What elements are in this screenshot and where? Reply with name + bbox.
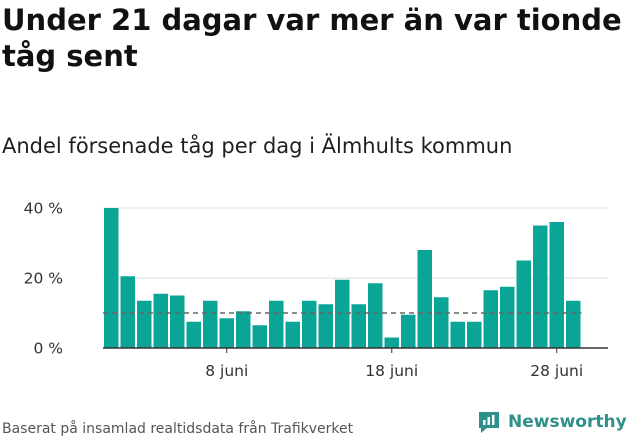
bar bbox=[318, 304, 333, 348]
bar bbox=[252, 325, 267, 348]
bar bbox=[219, 318, 234, 348]
bar bbox=[186, 321, 201, 348]
bar bbox=[533, 225, 548, 348]
y-tick-label: 0 % bbox=[33, 340, 63, 358]
bar bbox=[566, 300, 581, 348]
bar bbox=[549, 222, 564, 348]
bar bbox=[153, 293, 168, 348]
bar bbox=[104, 208, 119, 348]
bar bbox=[335, 279, 350, 348]
y-tick-label: 20 % bbox=[24, 270, 63, 288]
bar bbox=[285, 321, 300, 348]
bar bbox=[170, 295, 185, 348]
source-note: Baserat på insamlad realtidsdata från Tr… bbox=[2, 421, 354, 437]
bar bbox=[236, 311, 251, 348]
bar bbox=[516, 260, 531, 348]
newsworthy-logo-icon bbox=[479, 412, 499, 433]
bar bbox=[401, 314, 416, 348]
bar bbox=[269, 300, 284, 348]
bar-chart: 0 % 20 % 40 % 8 juni 18 juni 28 juni bbox=[24, 200, 608, 380]
bar bbox=[368, 283, 383, 348]
y-tick-label: 40 % bbox=[24, 200, 63, 218]
bar bbox=[417, 250, 432, 348]
bar bbox=[450, 321, 465, 348]
chart-subtitle: Andel försenade tåg per dag i Älmhults k… bbox=[2, 134, 513, 158]
bar bbox=[434, 297, 449, 348]
x-tick-label: 8 juni bbox=[205, 362, 248, 380]
brand-name: Newsworthy bbox=[508, 412, 627, 432]
bar bbox=[500, 286, 515, 348]
x-tick-label: 28 juni bbox=[530, 362, 583, 380]
bar bbox=[137, 300, 152, 348]
bar bbox=[467, 321, 482, 348]
chart-headline: Under 21 dagar var mer än var tionde tåg… bbox=[2, 3, 622, 73]
bar bbox=[483, 290, 498, 348]
bar bbox=[203, 300, 218, 348]
x-tick-label: 18 juni bbox=[365, 362, 418, 380]
newsworthy-logo: Newsworthy bbox=[476, 409, 627, 435]
bar bbox=[302, 300, 317, 348]
bar bbox=[384, 337, 399, 348]
bar bbox=[351, 304, 366, 348]
bar bbox=[120, 276, 135, 348]
